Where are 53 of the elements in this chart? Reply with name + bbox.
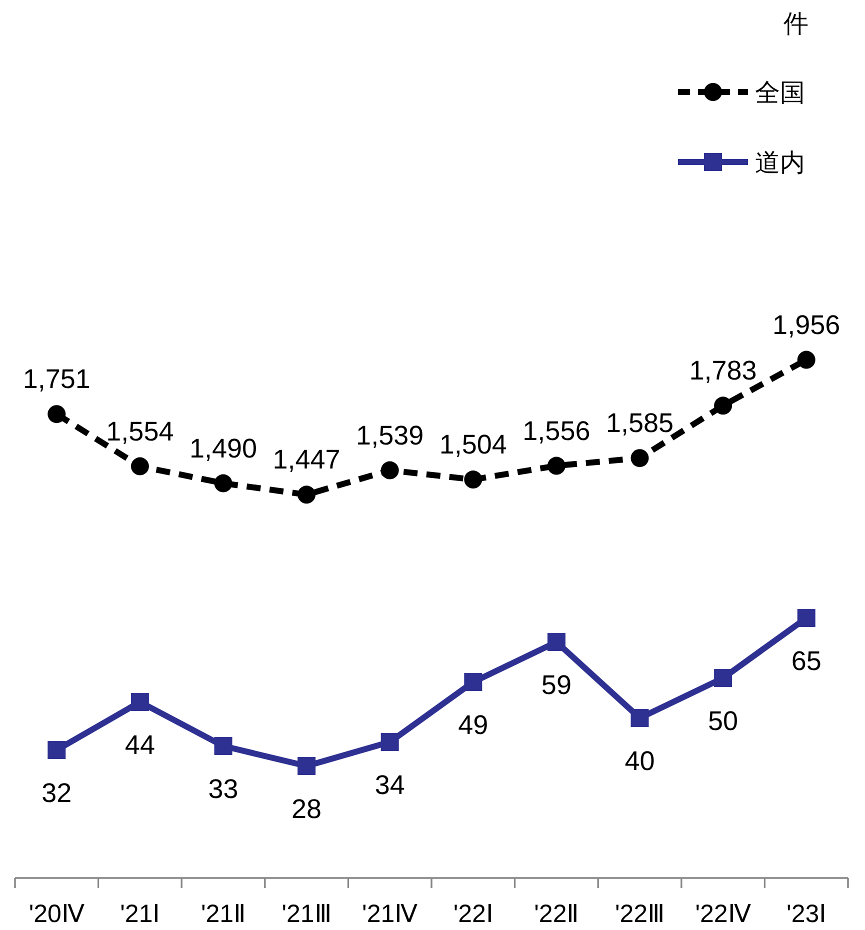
- x-tick-label: '22Ⅲ: [614, 900, 665, 928]
- point: [464, 470, 482, 489]
- data-label: 1,783: [689, 356, 757, 386]
- data-label: 59: [541, 670, 572, 700]
- data-label: 49: [458, 710, 488, 740]
- point: [48, 405, 66, 424]
- x-tick-label: '21Ⅲ: [282, 900, 332, 928]
- data-label: 1,504: [439, 430, 507, 460]
- data-label: 1,585: [606, 408, 674, 438]
- data-label: 28: [292, 794, 322, 824]
- point: [214, 737, 232, 756]
- data-label: 40: [624, 746, 655, 776]
- point: [547, 456, 566, 475]
- point: [130, 693, 149, 712]
- point: [797, 350, 816, 369]
- data-label: 33: [208, 774, 238, 804]
- point: [547, 633, 566, 652]
- point: [48, 741, 66, 760]
- point: [464, 673, 482, 692]
- legend-label: 道内: [755, 149, 805, 177]
- data-label: 1,956: [772, 310, 840, 340]
- point: [797, 609, 816, 628]
- x-tick-label: '22Ⅱ: [534, 900, 579, 928]
- data-label: 1,490: [189, 433, 258, 464]
- point: [630, 709, 649, 728]
- data-label: 34: [374, 770, 405, 800]
- x-tick-label: '21Ⅳ: [362, 900, 418, 928]
- data-label: 32: [42, 778, 72, 808]
- point: [298, 486, 316, 504]
- data-label: 1,751: [22, 364, 90, 394]
- x-tick-label: '22Ⅰ: [453, 900, 493, 928]
- point: [380, 733, 399, 752]
- point: [714, 396, 732, 415]
- x-tick-label: '20Ⅳ: [28, 900, 84, 928]
- x-tick-label: '22Ⅳ: [695, 900, 751, 928]
- data-label: 1,554: [106, 416, 174, 446]
- data-label: 50: [708, 706, 738, 736]
- point: [380, 461, 399, 480]
- legend-label: 全国: [755, 79, 805, 107]
- data-label: 44: [124, 730, 155, 760]
- point: [714, 669, 732, 688]
- text: 件: [784, 10, 808, 38]
- point: [630, 449, 649, 468]
- x-tick-label: '21Ⅱ: [200, 900, 246, 928]
- x-tick-label: '21Ⅰ: [120, 900, 160, 928]
- data-label: 1,556: [522, 416, 590, 446]
- point: [214, 474, 232, 492]
- data-label: 65: [791, 646, 822, 676]
- x-tick-label: '23Ⅰ: [786, 900, 826, 928]
- data-label: 1,447: [272, 444, 340, 475]
- data-label: 1,539: [356, 420, 424, 450]
- point: [130, 457, 149, 476]
- point: [298, 757, 316, 776]
